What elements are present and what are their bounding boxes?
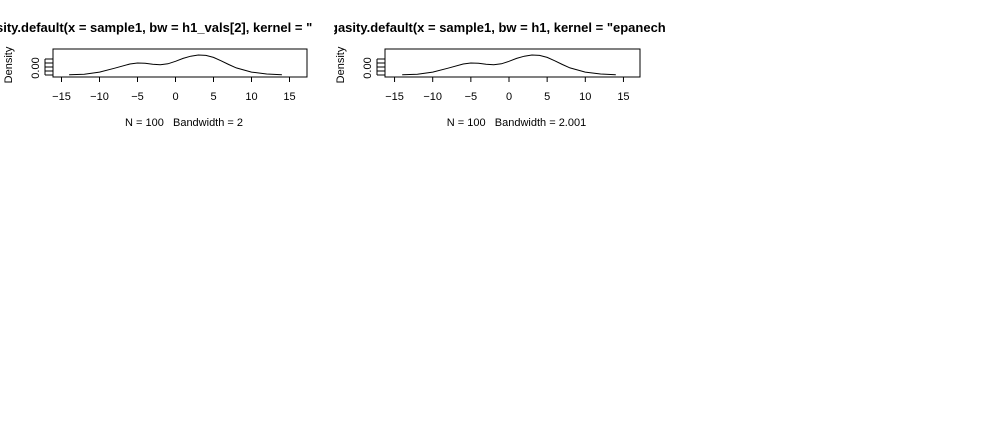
x-tick-label: 0 xyxy=(172,91,178,103)
x-tick-label: −15 xyxy=(52,91,71,103)
x-tick-label: 5 xyxy=(544,91,550,103)
plot-title: sity.default(x = sample1, bw = h1_vals[2… xyxy=(0,20,313,35)
density-plot-panel: sity.default(x = sample1, bw = h1_vals[2… xyxy=(0,0,334,140)
y-axis-label: Density xyxy=(3,46,15,83)
density-curve xyxy=(69,54,282,76)
plot-frame xyxy=(52,48,308,78)
x-tick-label: 10 xyxy=(579,91,591,103)
x-tick-label: 15 xyxy=(617,91,629,103)
y-axis-label: Density xyxy=(335,46,347,83)
y-tick-label: 0.00 xyxy=(30,57,42,78)
y-tick-label: 0.00 xyxy=(362,57,374,78)
density-curve xyxy=(402,54,616,76)
x-tick-label: −10 xyxy=(90,91,109,103)
x-tick-label: 10 xyxy=(245,91,257,103)
x-tick-label: −5 xyxy=(131,91,144,103)
plot-title: gasity.default(x = sample1, bw = h1, ker… xyxy=(334,20,666,35)
x-tick-label: 0 xyxy=(506,91,512,103)
x-tick-label: −5 xyxy=(465,91,478,103)
density-plot-svg: −15 −10 −5 0 5 10 15 0.00 Density N = 100 Bandwid… xyxy=(3,46,308,129)
x-axis-label: N = 100 Bandwidth = 2.001 xyxy=(447,117,586,129)
x-tick-label: −10 xyxy=(423,91,442,103)
x-axis-label: N = 100 Bandwidth = 2 xyxy=(125,117,243,129)
density-plot-panel: gasity.default(x = sample1, bw = h1, ker… xyxy=(334,0,674,140)
density-plot-svg: −15 −10 −5 0 5 10 15 0.00 Density N = 100 Bandwid… xyxy=(335,46,641,129)
x-tick-label: 5 xyxy=(210,91,216,103)
x-tick-label: −15 xyxy=(385,91,404,103)
plot-frame xyxy=(384,48,641,78)
x-tick-label: 15 xyxy=(283,91,295,103)
